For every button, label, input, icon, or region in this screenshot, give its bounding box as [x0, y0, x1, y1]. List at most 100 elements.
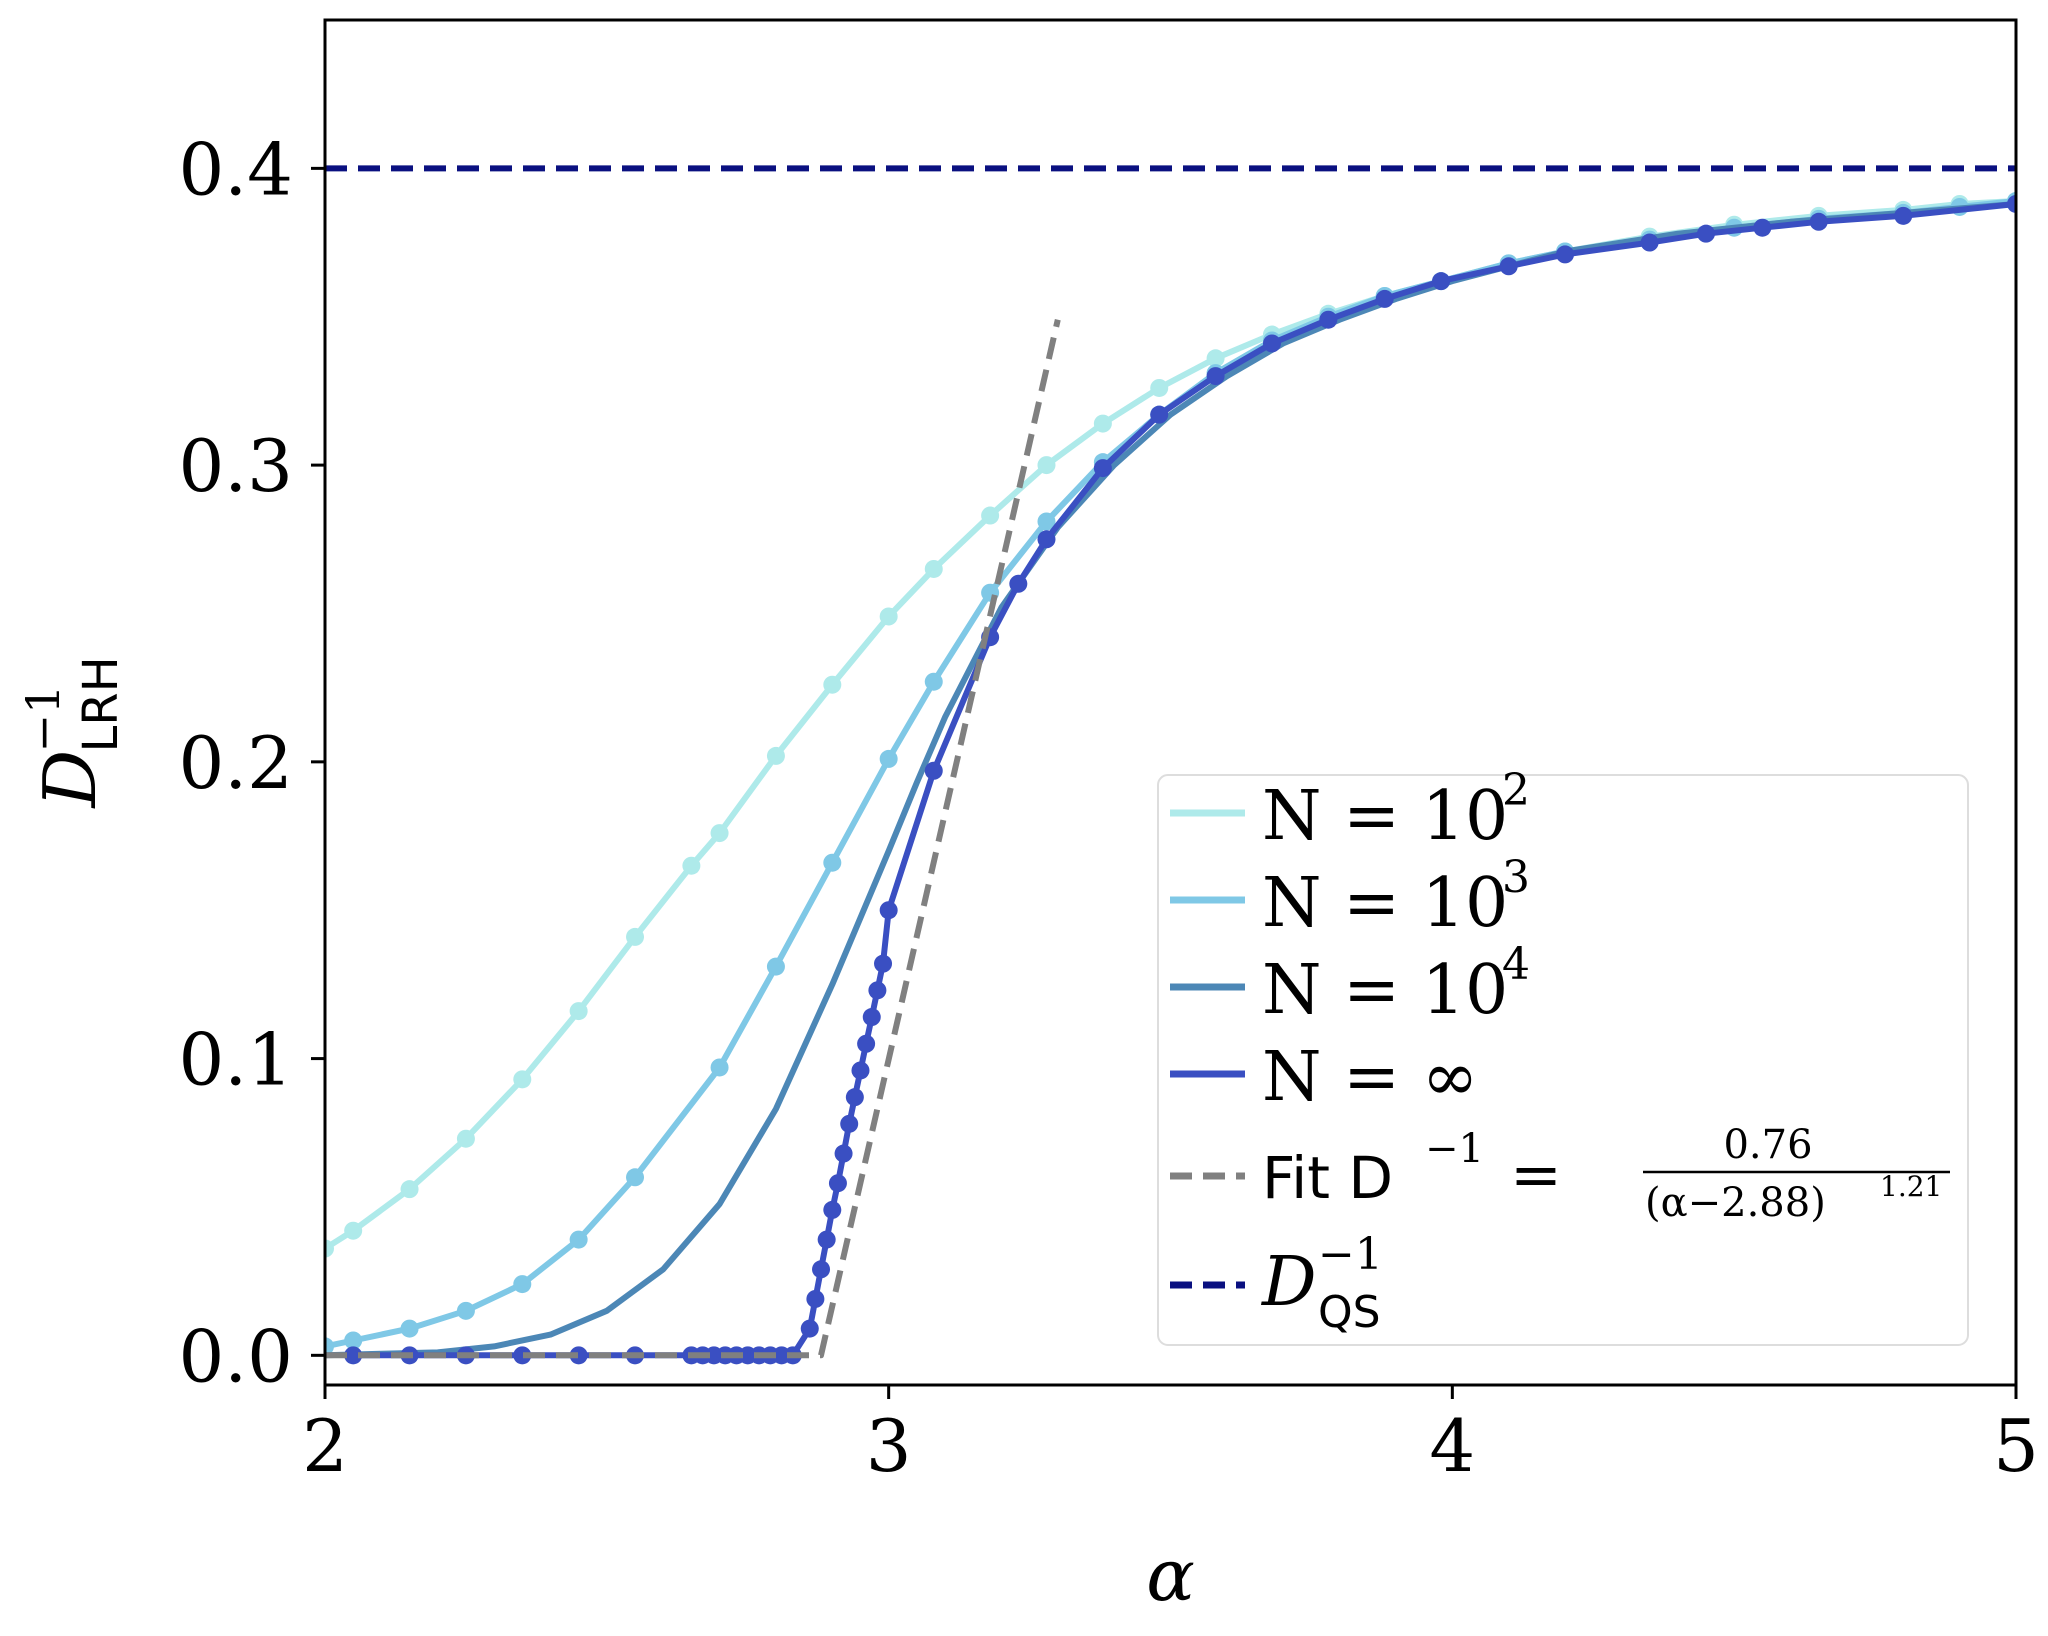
series-1-point [513, 1275, 532, 1294]
series-3-point [812, 1260, 831, 1279]
y-axis-label-sup: −1 [16, 685, 70, 753]
series-3-point [823, 1200, 842, 1219]
plot-area [325, 165, 2016, 1365]
series-3-point [1375, 289, 1394, 308]
x-tick-label: 2 [302, 1404, 348, 1488]
x-tick-label: 5 [1993, 1404, 2039, 1488]
legend-fit-sup: −1 [1425, 1126, 1484, 1172]
series-3-point [851, 1061, 870, 1080]
series-3-point [1753, 218, 1772, 237]
series-3-point [800, 1319, 819, 1338]
x-axis-label: α [1146, 1533, 1195, 1617]
legend-qs-label: D [1260, 1243, 1317, 1322]
series-1-point [710, 1058, 729, 1077]
series-3-point [569, 1346, 588, 1365]
series-0-point [1037, 456, 1056, 475]
series-3-point [879, 901, 898, 920]
y-axis-label-sub: LRH [73, 656, 129, 752]
series-3-point [840, 1114, 859, 1133]
legend-fit-numerator: 0.76 [1723, 1122, 1812, 1168]
series-3-point [344, 1346, 363, 1365]
series-1-point [924, 672, 943, 691]
legend-label-1: N = 10 [1262, 864, 1508, 943]
series-0-point [682, 856, 701, 875]
series-3-point [862, 1008, 881, 1027]
series-0-point [924, 559, 943, 578]
legend-label-sup-0: 2 [1502, 765, 1530, 816]
legend-label-sup-2: 4 [1502, 939, 1530, 990]
series-3-point [1809, 212, 1828, 231]
series-1-point [766, 957, 785, 976]
series-0-point [456, 1129, 475, 1148]
series-3-point [513, 1346, 532, 1365]
legend-qs-sub: QS [1318, 1287, 1381, 1338]
y-tick-label: 0.4 [178, 127, 293, 211]
series-3-point [1894, 206, 1913, 225]
series-3-point [1499, 257, 1518, 276]
series-0-point [1206, 349, 1225, 368]
series-3-point [1556, 245, 1575, 264]
series-3-point [868, 981, 887, 1000]
svg-text:D: D [28, 750, 112, 810]
x-tick-label: 4 [1429, 1404, 1475, 1488]
y-axis-label-base: D [28, 750, 112, 810]
y-axis-label: D −1 LRH [16, 656, 129, 809]
series-3-point [1262, 334, 1281, 353]
legend-label-3: N = ∞ [1262, 1038, 1478, 1117]
series-3-point [1432, 272, 1451, 291]
series-3-point [924, 761, 943, 780]
series-1-point [400, 1319, 419, 1338]
series-1-point [456, 1301, 475, 1320]
series-3-point [1206, 367, 1225, 386]
legend-label-2: N = 10 [1262, 951, 1508, 1030]
legend-box [1157, 774, 1969, 1346]
svg-text:−1: −1 [16, 685, 70, 753]
series-3-point [1640, 233, 1659, 252]
y-tick-label: 0.1 [178, 1018, 293, 1102]
series-3-point [1696, 224, 1715, 243]
legend-label-sup-1: 3 [1502, 852, 1530, 903]
series-1-point [569, 1230, 588, 1249]
legend-fit-denominator-sup: 1.21 [1880, 1170, 1942, 1203]
series-0-point [400, 1180, 419, 1199]
axes-frame [323, 18, 2018, 1387]
series-0-point [879, 607, 898, 626]
series-0-point [823, 675, 842, 694]
series-0-point [325, 1239, 334, 1258]
series-0-point [626, 927, 645, 946]
series-1-point [344, 1331, 363, 1350]
series-line-4 [325, 319, 1061, 1359]
series-3-point [874, 954, 893, 973]
series-0-point [513, 1070, 532, 1089]
series-0-point [1093, 414, 1112, 433]
series-1-point [879, 749, 898, 768]
series-3-point [2007, 194, 2016, 213]
legend-fit-denominator: (α−2.88) [1645, 1180, 1826, 1226]
legend-label-0: N = 10 [1262, 777, 1508, 856]
series-0-point [569, 1002, 588, 1021]
series-3-point [806, 1289, 825, 1308]
y-tick-label: 0.0 [178, 1314, 293, 1398]
series-1-point [626, 1168, 645, 1187]
series-1-point [823, 853, 842, 872]
series-3-point [857, 1034, 876, 1053]
series-3-point [845, 1088, 864, 1107]
series-3-point [1150, 405, 1169, 424]
series-0-point [1150, 378, 1169, 397]
y-tick-label: 0.2 [178, 721, 293, 805]
series-0-point [710, 824, 729, 843]
legend-fit-eq: = [1510, 1138, 1562, 1211]
y-tick-label: 0.3 [178, 424, 293, 508]
series-3-point [834, 1144, 853, 1163]
series-1-point [1037, 512, 1056, 531]
legend-fit-label: Fit D [1262, 1144, 1393, 1212]
legend-qs-sup: −1 [1318, 1229, 1383, 1280]
series-3-point [1037, 530, 1056, 549]
svg-text:LRH: LRH [73, 656, 129, 752]
series-3-point [1319, 310, 1338, 329]
x-tick-label: 3 [866, 1404, 912, 1488]
series-3-point [828, 1174, 847, 1193]
series-3-point [817, 1230, 836, 1249]
series-3-point [1093, 459, 1112, 478]
